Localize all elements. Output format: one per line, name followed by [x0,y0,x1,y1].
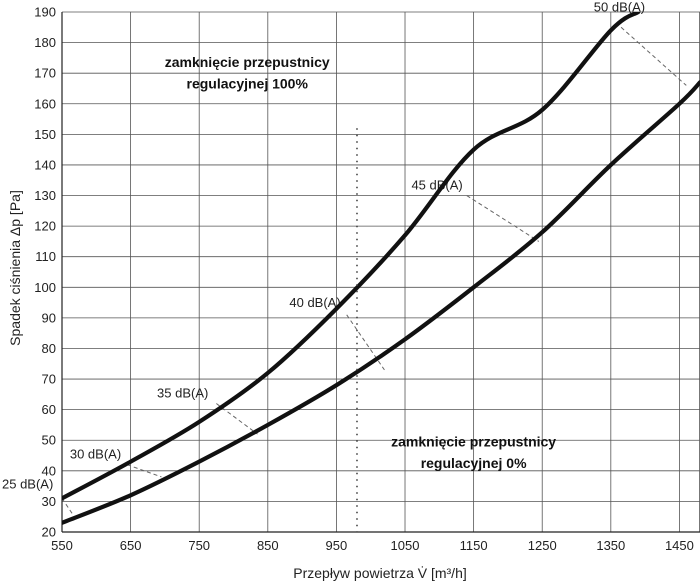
noise-label: 30 dB(A) [70,447,121,462]
x-tick-label: 1150 [460,538,488,553]
x-tick-label: 1050 [391,538,420,553]
y-tick-label: 30 [42,494,56,509]
x-tick-label: 1350 [596,538,625,553]
y-axis-label: Spadek ciśnienia Δp [Pa] [7,190,23,346]
curve-annotation: zamknięcie przepustnicy [165,54,330,70]
noise-line [216,403,258,435]
x-tick-label: 650 [120,538,142,553]
noise-line [127,464,162,478]
annotations: zamknięcie przepustnicy regulacyjnej 100%… [165,54,557,471]
y-tick-label: 90 [42,310,56,325]
y-tick-label: 60 [42,402,56,417]
grid [61,11,700,533]
x-tick-label: 1450 [665,538,694,553]
y-tick-label: 140 [34,157,56,172]
curve-annotation: regulacyjnej 0% [421,455,527,471]
y-tick-label: 120 [34,219,56,234]
noise-line [62,498,73,514]
y-tick-label: 170 [34,66,56,81]
curve-annotation: regulacyjnej 100% [187,75,309,91]
noise-level-lines: 25 dB(A) 30 dB(A) 35 dB(A) 40 dB(A) 45 dB(A)… [2,0,687,514]
x-tick-label: 850 [257,538,279,553]
noise-label: 40 dB(A) [289,295,340,310]
x-axis-label: Przepływ powietrza V̇ [m³/h] [293,565,467,581]
y-tick-label: 130 [34,188,56,203]
y-tick-label: 190 [34,5,56,20]
y-tick-label: 50 [42,433,56,448]
y-tick-label: 100 [34,280,56,295]
noise-label: 50 dB(A) [594,0,645,15]
noise-label: 25 dB(A) [2,476,53,491]
curves [62,12,700,525]
noise-line [466,195,540,242]
y-tick-label: 70 [42,372,56,387]
noise-label: 45 dB(A) [411,178,462,193]
y-tick-label: 150 [34,127,56,142]
x-tick-label: 950 [326,538,348,553]
y-tick-label: 180 [34,35,56,50]
x-tick-label: 550 [51,538,73,553]
curve-damper-0 [62,80,700,525]
noise-label: 35 dB(A) [157,386,208,401]
curve-damper-100 [62,12,641,501]
y-tick-label: 20 [42,525,56,540]
x-tick-label: 750 [188,538,210,553]
noise-line [620,26,687,86]
x-tick-label: 1250 [528,538,557,553]
y-tick-label: 40 [42,463,56,478]
noise-line [346,314,385,371]
y-tick-label: 80 [42,341,56,356]
curve-annotation: zamknięcie przepustnicy [391,433,556,449]
y-tick-label: 110 [35,249,56,264]
tick-labels: 550 650 750 850 950 1050 1150 1250 1350 1450 20 30 4… [34,5,694,554]
y-tick-label: 160 [34,96,56,111]
